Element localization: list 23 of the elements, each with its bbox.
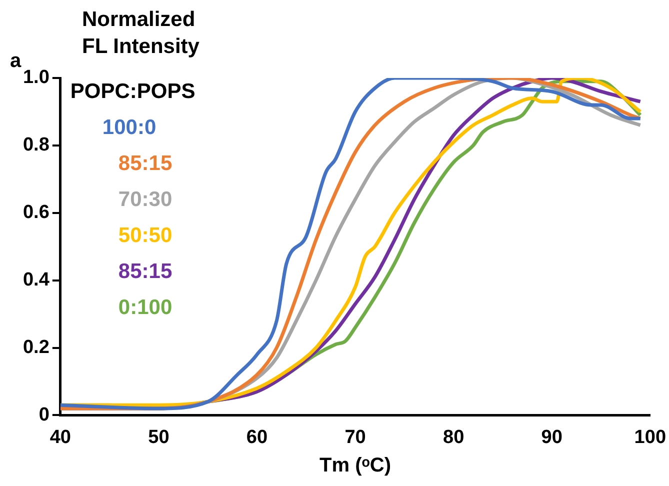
x-tick-label: 100 <box>634 426 666 448</box>
x-tick-label: 50 <box>148 426 170 448</box>
x-tick-label: 40 <box>50 426 71 448</box>
text: 85:15 <box>118 260 172 283</box>
text: 50:50 <box>118 224 172 247</box>
x-tick-label: 90 <box>541 426 562 448</box>
y-tick-label: 0.8 <box>22 134 50 156</box>
y-tick-label: 0 <box>38 404 50 426</box>
y-tick-label: 0.6 <box>22 202 50 224</box>
x-tick-label: 70 <box>344 426 366 448</box>
text: 100:0 <box>102 116 156 139</box>
text: 70:30 <box>118 188 172 211</box>
x-axis-title: Tm (ᵒC) <box>320 454 392 477</box>
x-tick-label: 80 <box>443 426 464 448</box>
y-tick-label: 0.4 <box>22 270 50 291</box>
x-tick-label: 60 <box>246 426 268 448</box>
y-tick-label: 0.2 <box>22 336 50 358</box>
legend-title: POPC:POPS <box>70 80 196 103</box>
text: a <box>10 50 22 73</box>
text: 85:15 <box>118 152 172 175</box>
y-axis-title: Normalized FL Intensity <box>82 7 200 60</box>
text: 0:100 <box>118 296 172 319</box>
y-tick-label: 1.0 <box>22 67 50 88</box>
